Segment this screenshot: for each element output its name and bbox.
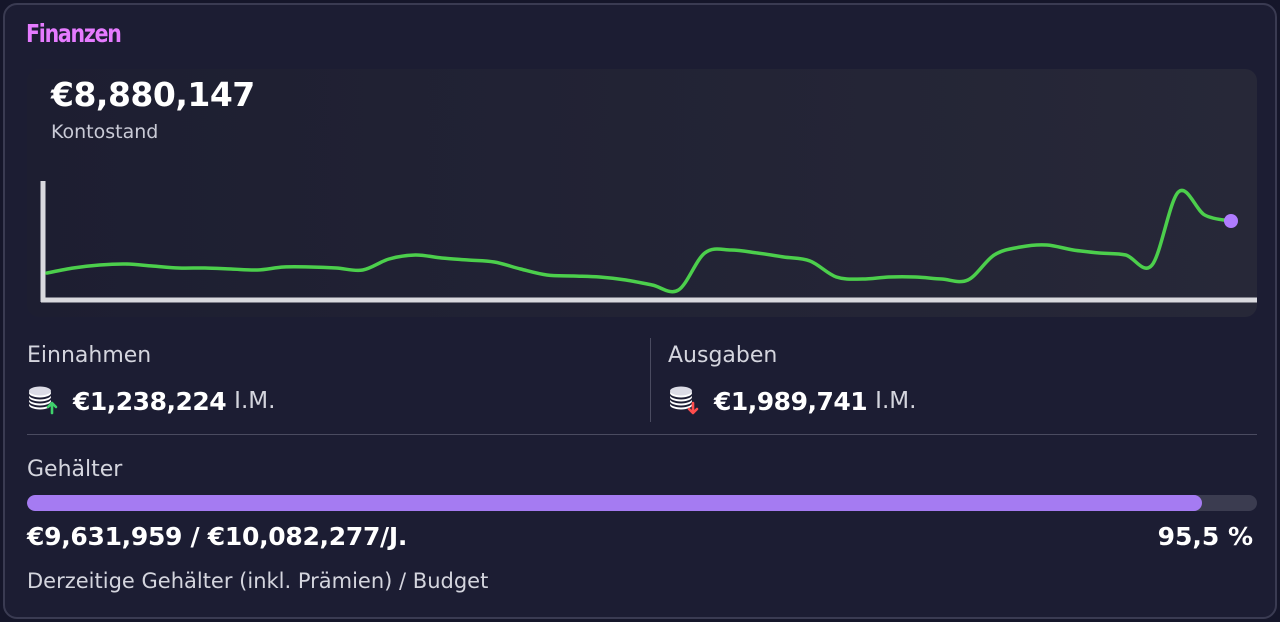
expenses-amount: €1,989,741 — [714, 386, 868, 416]
balance-value: €8,880,147 — [51, 75, 255, 114]
balance-chart-panel: €8,880,147 Kontostand — [27, 69, 1257, 317]
salaries-amount: €9,631,959 / €10,082,277/J. — [27, 522, 408, 551]
salaries-percent: 95,5 % — [1157, 522, 1253, 551]
expenses-label: Ausgaben — [668, 343, 778, 368]
finances-card: Finanzen €8,880,147 Kontostand Einnahmen… — [3, 3, 1277, 619]
coins-down-icon — [668, 383, 700, 419]
expenses-row: €1,989,741 I.M. — [668, 383, 916, 419]
salaries-label: Gehälter — [27, 457, 123, 482]
card-title: Finanzen — [26, 19, 122, 48]
expenses-unit: I.M. — [875, 388, 917, 414]
income-amount: €1,238,224 — [73, 386, 227, 416]
salaries-description: Derzeitige Gehälter (inkl. Prämien) / Bu… — [27, 569, 489, 593]
income-unit: I.M. — [234, 388, 276, 414]
balance-series-line — [45, 188, 1233, 294]
section-divider — [27, 434, 1257, 435]
salary-progress-fill — [27, 495, 1202, 511]
income-row: €1,238,224 I.M. — [27, 383, 275, 419]
stats-divider — [650, 338, 651, 422]
salary-progress-bar — [27, 495, 1257, 511]
coins-up-icon — [27, 383, 59, 419]
income-label: Einnahmen — [27, 343, 152, 368]
balance-line-chart — [40, 181, 1257, 303]
balance-label: Kontostand — [51, 121, 159, 143]
current-balance-point[interactable] — [1224, 214, 1238, 228]
